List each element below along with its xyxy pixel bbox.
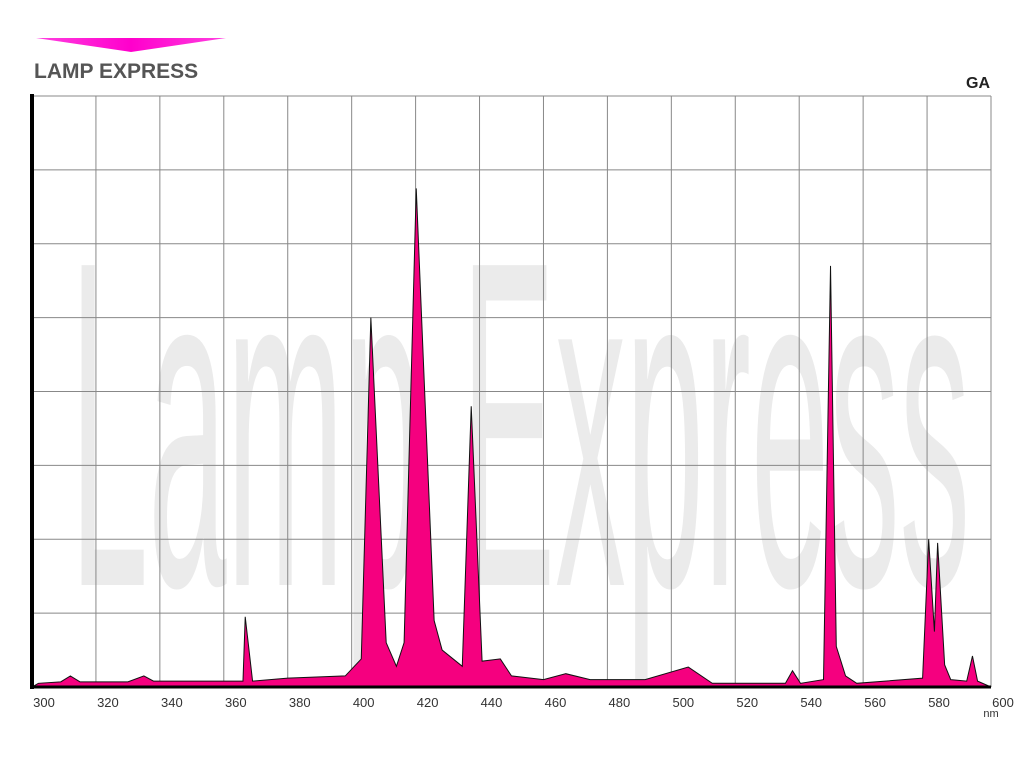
x-tick-label: 300 (33, 695, 55, 710)
x-tick-label: 360 (225, 695, 247, 710)
x-tick-label: 560 (864, 695, 886, 710)
x-tick-label: 600 (992, 695, 1014, 710)
x-axis-label: nm (983, 708, 998, 720)
header-decoration (36, 38, 226, 52)
x-tick-label: 480 (609, 695, 631, 710)
x-tick-label: 540 (800, 695, 822, 710)
x-tick-label: 380 (289, 695, 311, 710)
x-tick-label: 340 (161, 695, 183, 710)
x-tick-label: 580 (928, 695, 950, 710)
watermark: Lamp Express (70, 165, 970, 687)
chart-title: LAMP EXPRESS (34, 60, 198, 83)
x-tick-label: 520 (736, 695, 758, 710)
spectrum-area (30, 188, 992, 688)
x-tick-label: 460 (545, 695, 567, 710)
series-label: GA (966, 75, 990, 92)
x-tick-label: 440 (481, 695, 503, 710)
x-tick-label: 500 (672, 695, 694, 710)
x-tick-label: 400 (353, 695, 375, 710)
x-tick-label: 420 (417, 695, 439, 710)
x-tick-label: 320 (97, 695, 119, 710)
